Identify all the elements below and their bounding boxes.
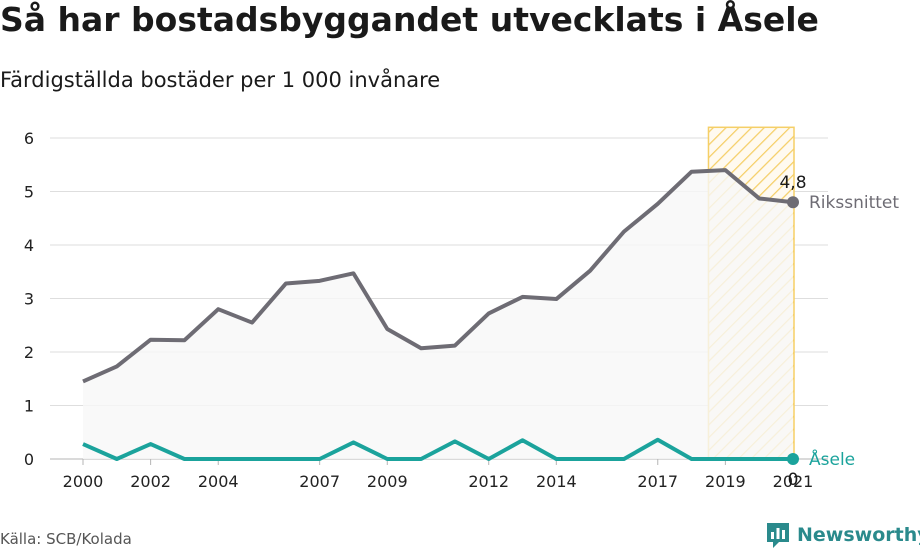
x-tick-label: 2012	[468, 472, 509, 491]
y-tick-label: 1	[24, 397, 34, 416]
brand-name: Newsworthy	[797, 524, 920, 546]
x-tick-label: 2002	[130, 472, 171, 491]
y-tick-label: 2	[24, 343, 34, 362]
y-tick-label: 6	[24, 129, 34, 148]
x-tick-label: 2004	[198, 472, 239, 491]
brand-logo: Newsworthy	[765, 520, 920, 550]
series-end-point	[787, 196, 799, 209]
x-tick-label: 2014	[536, 472, 577, 491]
series-lines	[82, 168, 799, 465]
y-tick-label: 0	[24, 450, 34, 469]
series-end-point	[787, 453, 799, 465]
series-end-value: 0	[788, 470, 799, 490]
x-tick-label: 2000	[63, 472, 104, 491]
x-tick-label: 2019	[705, 472, 746, 491]
x-tick-label: 2021	[773, 472, 814, 491]
area-fill	[83, 170, 793, 459]
x-tick-label: 2009	[367, 472, 408, 491]
series-name-label: Rikssnittet	[809, 193, 899, 213]
series-end-value: 4,8	[779, 173, 806, 193]
y-tick-label: 4	[24, 236, 34, 255]
y-axis: 0 1 2 3 4 5 6	[24, 129, 34, 469]
source-note: Källa: SCB/Kolada	[0, 530, 132, 548]
x-tick-label: 2007	[299, 472, 340, 491]
chart-subtitle: Färdigställda bostäder per 1 000 invånar…	[0, 68, 441, 92]
series-name-label: Åsele	[809, 448, 855, 470]
y-tick-label: 3	[24, 290, 34, 309]
chart-title: Så har bostadsbyggandet utvecklats i Åse…	[0, 0, 819, 39]
series-area-rikssnittet	[83, 170, 793, 459]
x-axis: 2000 2002 2004 2007 2009 2012 2014 2017 2019 2021	[63, 459, 814, 491]
newsworthy-logo-icon	[767, 523, 789, 548]
y-tick-label: 5	[24, 183, 34, 202]
series-line	[82, 437, 793, 461]
x-tick-label: 2017	[637, 472, 678, 491]
series-line	[82, 168, 794, 384]
